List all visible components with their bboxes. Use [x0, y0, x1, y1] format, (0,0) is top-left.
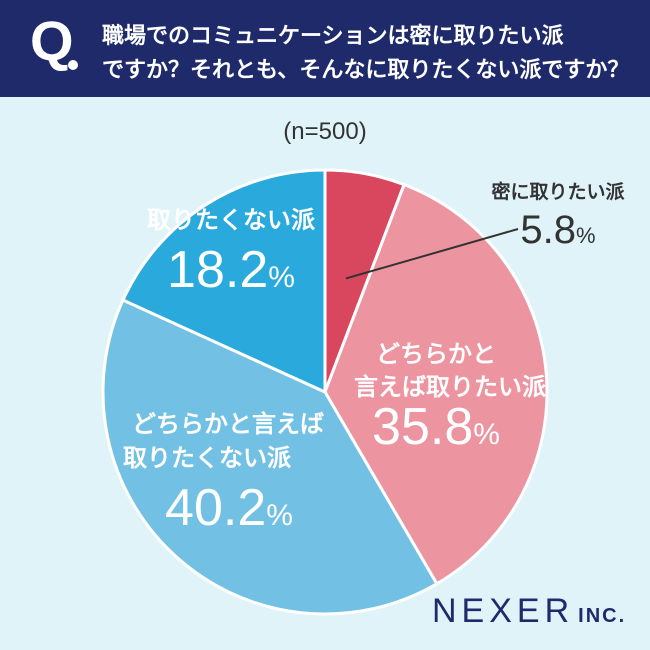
leader-line-0 [345, 228, 519, 280]
brand-logo: NEXER INC. [432, 592, 626, 631]
slice-value-0: 5.8% [520, 208, 595, 252]
brand-name: NEXER [432, 592, 575, 630]
pie-slice-1 [323, 183, 549, 586]
slice-label-0: 密に取りたい派 [491, 180, 625, 203]
pie-slice-3 [121, 168, 327, 394]
slice-value-1: 35.8% [372, 398, 500, 456]
slice-value-2: 40.2% [165, 479, 293, 537]
question-header: Q 職場でのコミュニケーションは密に取りたい派 ですか？それとも、そんなに取りた… [0, 0, 650, 97]
slice-label-1b: 言えば取りたい派 [354, 373, 546, 401]
slice-label-3: 取りたくない派 [147, 206, 315, 234]
question-line-1: 職場でのコミュニケーションは密に取りたい派 [102, 24, 564, 49]
question-line-2: ですか？それとも、そんなに取りたくない派ですか？ [102, 58, 630, 83]
slice-label-2a: どちらかと言えば [132, 410, 324, 438]
slice-value-3: 18.2% [167, 241, 295, 299]
slice-label-2b: 取りたくない派 [123, 444, 291, 472]
brand-suffix: INC. [578, 605, 627, 627]
slice-label-1a: どちらかと [376, 340, 496, 368]
pie-slice-2 [101, 298, 439, 616]
question-dot [68, 60, 78, 70]
question-mark: Q [30, 9, 74, 72]
sample-size: (n=500) [283, 118, 367, 145]
